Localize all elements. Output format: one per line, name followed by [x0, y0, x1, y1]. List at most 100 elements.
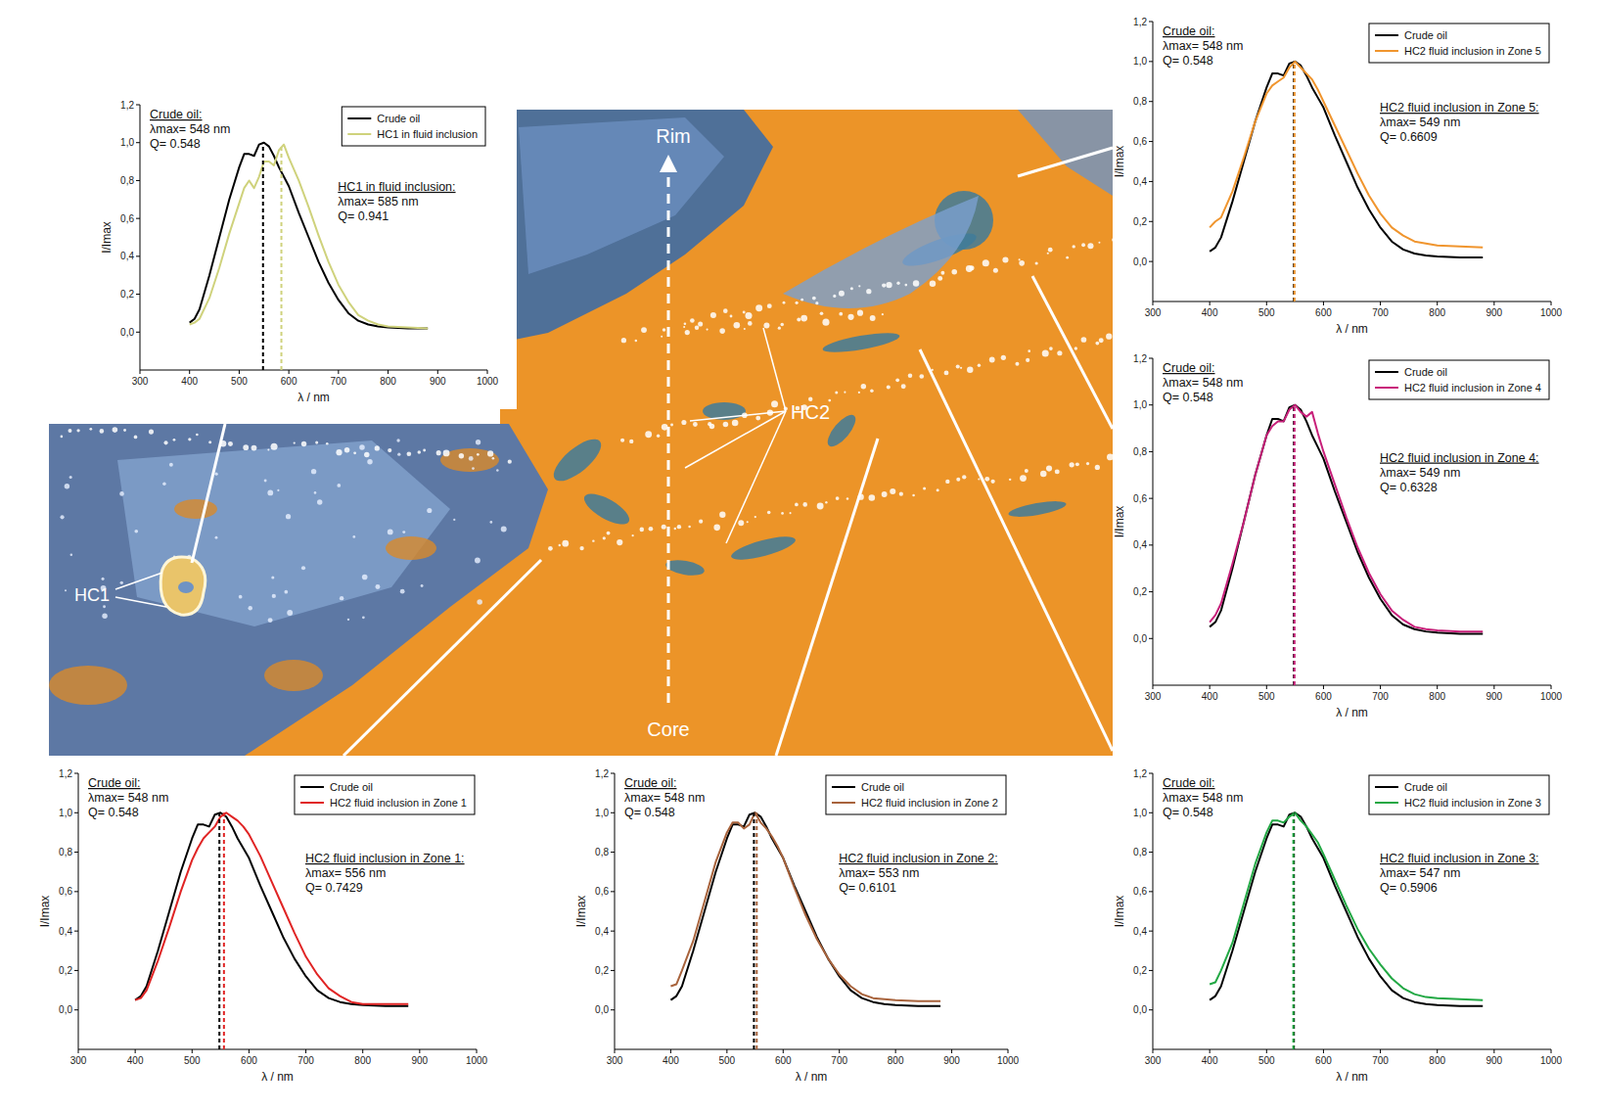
inclusion-dot: [1002, 256, 1008, 263]
blue-region: [1017, 109, 1113, 196]
spectrum-line: [1209, 405, 1483, 635]
y-tick-label: 0,6: [594, 885, 609, 897]
annotation-title: Crude oil:: [1162, 776, 1216, 790]
x-tick-label: 900: [1486, 690, 1504, 702]
x-tick: [1209, 1049, 1211, 1053]
inclusion-dot: [631, 534, 634, 537]
y-tick: [610, 969, 615, 971]
annotation-title: HC2 fluid inclusion in Zone 2:: [838, 851, 999, 866]
y-tick-label: 0,8: [594, 846, 609, 858]
inclusion-dot: [1065, 256, 1069, 260]
y-tick-label: 1,0: [594, 807, 609, 819]
inclusion-dot: [723, 421, 730, 428]
inclusion-dot: [1095, 341, 1099, 346]
inclusion-dot: [661, 423, 669, 431]
x-axis: [1152, 685, 1552, 686]
inclusion-dot: [991, 479, 996, 484]
spectrum-line: [1209, 61, 1483, 258]
lambda-max-line: [1293, 61, 1296, 302]
inclusion-dot: [476, 598, 483, 605]
inclusion-dot: [548, 546, 553, 551]
x-tick-label: 300: [1144, 690, 1162, 702]
inclusion-dot: [134, 529, 138, 534]
annotation-line: Q= 0.548: [149, 137, 201, 151]
x-tick-label: 400: [1201, 1054, 1219, 1066]
y-tick-label: 0,6: [1133, 136, 1147, 147]
blue-region: [518, 117, 725, 275]
inclusion-dot: [796, 317, 801, 321]
y-tick-label: 0,4: [594, 925, 609, 937]
inclusion-dot: [352, 535, 356, 539]
inclusion-dot: [755, 304, 763, 312]
legend-label: HC2 fluid inclusion in Zone 2: [861, 796, 999, 809]
inclusion-dot: [694, 325, 699, 330]
x-axis-title: λ / nm: [261, 1069, 294, 1084]
inclusion-dot: [677, 524, 682, 529]
y-tick-label: 0,0: [120, 326, 135, 338]
y-tick-label: 1,0: [58, 807, 73, 819]
inclusion-dot: [710, 312, 717, 319]
inclusion-dot: [709, 423, 715, 429]
x-tick-label: 1000: [465, 1054, 489, 1066]
blue-grain: [579, 487, 634, 530]
y-tick-label: 1,0: [1133, 399, 1147, 411]
x-tick-label: 600: [240, 1054, 258, 1066]
x-tick: [418, 1049, 420, 1053]
blue-region: [48, 423, 549, 756]
inclusion-dot: [301, 565, 306, 570]
y-axis-title: I/Imax: [1112, 895, 1127, 928]
inclusion-dot: [387, 448, 392, 453]
legend-label: Crude oil: [1404, 29, 1448, 42]
spectrum-line: [1209, 405, 1483, 632]
annotation-line: λmax= 549 nm: [1379, 115, 1461, 130]
lambda-max-line: [262, 142, 265, 370]
inclusion-dot: [293, 441, 296, 444]
x-axis-title: λ / nm: [1335, 1069, 1369, 1084]
x-axis-title: λ / nm: [297, 390, 330, 405]
inclusion-dot: [362, 616, 366, 620]
y-tick-label: 0,6: [1133, 493, 1147, 504]
y-tick: [610, 930, 615, 932]
hc2-pointer: [685, 411, 786, 468]
orange-patch: [264, 659, 323, 691]
inclusion-dot: [706, 328, 709, 331]
x-tick: [337, 369, 339, 374]
legend-label: HC2 fluid inclusion in Zone 5: [1404, 45, 1542, 57]
y-tick-label: 0,8: [1133, 846, 1147, 858]
inclusion-dot: [60, 435, 64, 439]
inclusion-dot: [1087, 242, 1094, 249]
inclusion-dot: [336, 483, 341, 488]
spectrum-line: [1209, 812, 1483, 1006]
blue-grain: [547, 432, 607, 489]
annotation-line: λmax= 548 nm: [1162, 375, 1243, 390]
y-tick: [610, 773, 615, 775]
x-tick: [1152, 1049, 1154, 1053]
inclusion-dot: [745, 312, 753, 320]
annotation-line: Q= 0.548: [1162, 805, 1214, 820]
x-tick-label: 300: [70, 1054, 88, 1066]
chart-background: [61, 92, 517, 410]
annotation-title: Crude oil:: [149, 107, 203, 122]
inclusion-dot: [746, 520, 749, 523]
x-tick: [1493, 685, 1495, 689]
inclusion-dot: [719, 511, 726, 518]
x-tick: [1379, 1049, 1381, 1053]
inclusion-dot: [228, 441, 233, 447]
hc1-inclusion: [160, 556, 206, 615]
y-tick-label: 0,2: [1133, 586, 1147, 597]
lambda-max-line: [1292, 405, 1295, 686]
legend-swatch: [300, 801, 324, 804]
annotation-title: HC1 in fluid inclusion:: [337, 180, 456, 194]
x-tick-label: 600: [1315, 690, 1332, 702]
y-tick-label: 0,0: [1133, 256, 1147, 268]
x-tick-label: 400: [127, 1054, 144, 1066]
legend-box: [1369, 775, 1550, 815]
inclusion-dot: [730, 315, 733, 319]
plot-area: [135, 812, 409, 1050]
hc1-pointer: [115, 572, 163, 590]
x-tick-label: 800: [1428, 307, 1446, 319]
y-tick-label: 0,8: [58, 846, 73, 858]
inclusion-dot: [858, 391, 861, 394]
inclusion-dot: [1019, 474, 1027, 482]
inclusion-dot: [820, 311, 824, 316]
